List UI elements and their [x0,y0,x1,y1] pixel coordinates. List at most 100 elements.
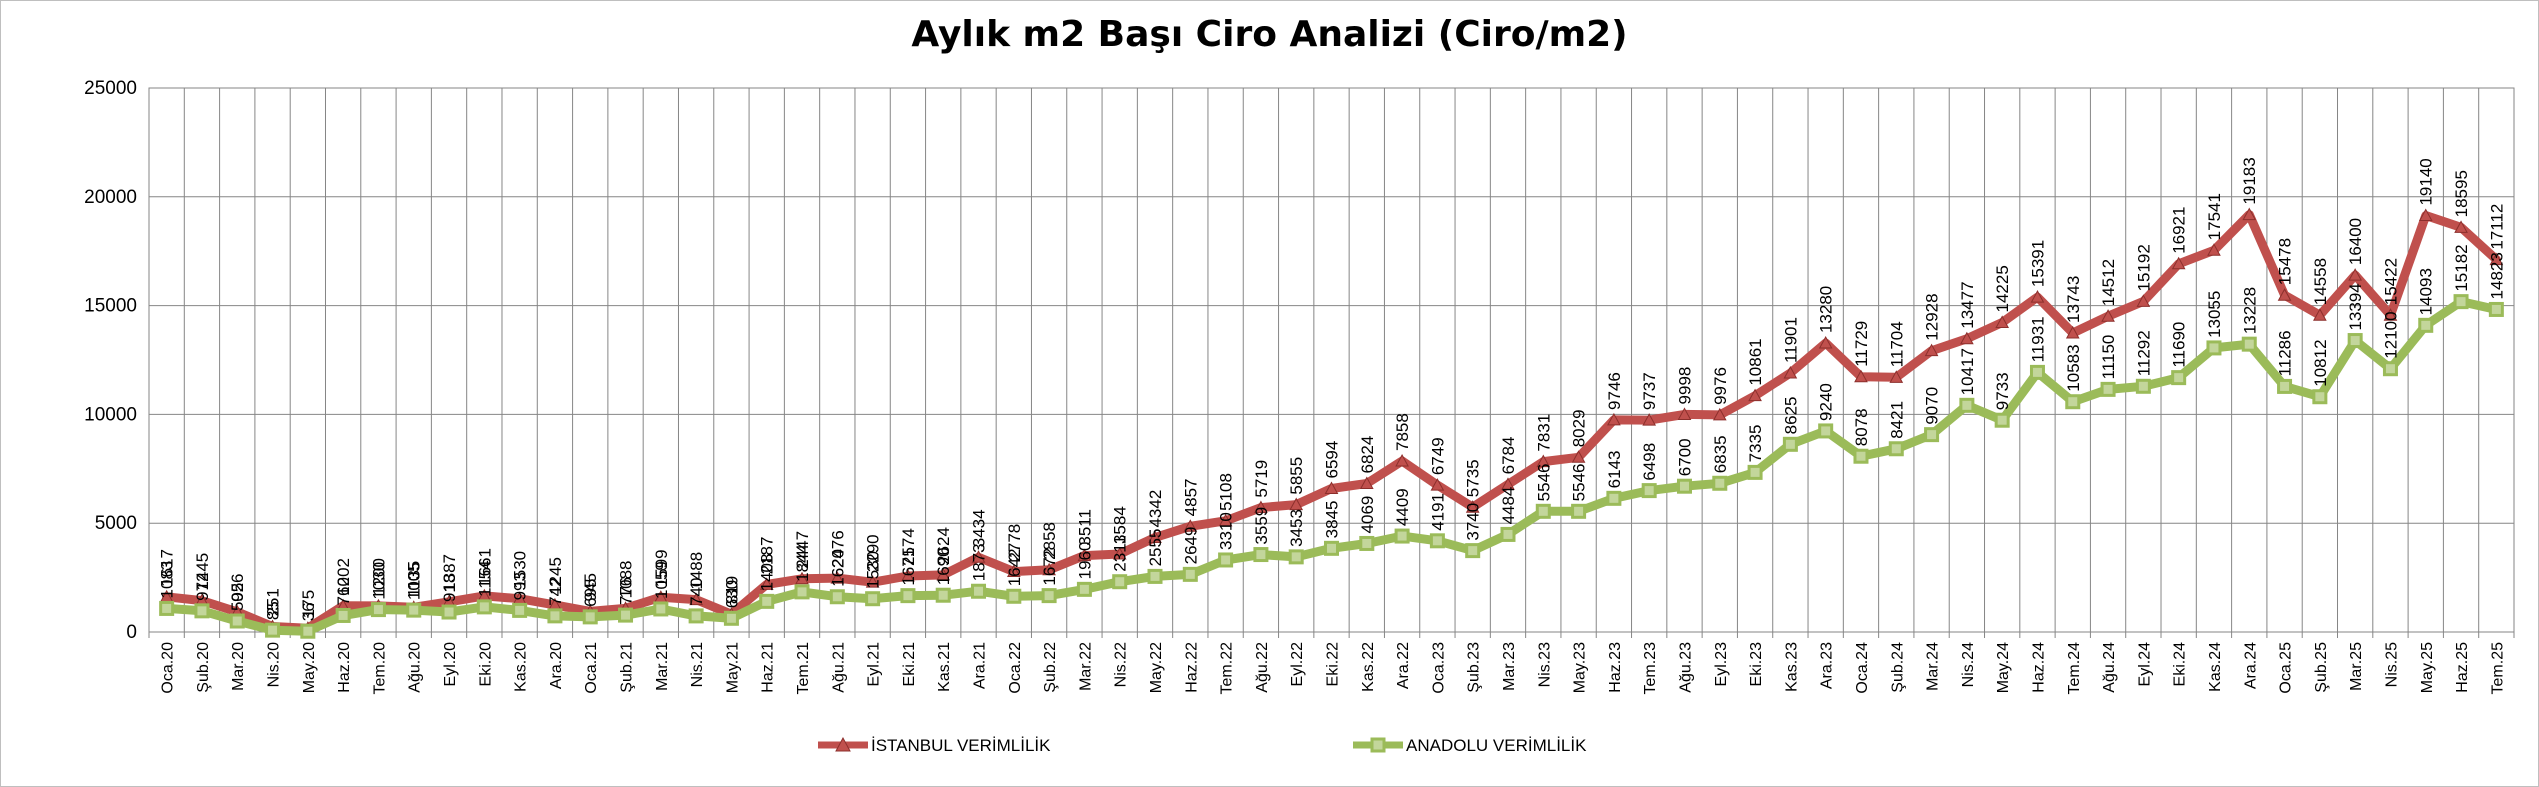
data-label: 15391 [2028,240,2047,287]
anadolu-point [2418,317,2434,333]
anadolu-point [229,613,245,629]
anadolu-point [2206,340,2222,356]
data-label: 1200 [369,558,388,596]
istanbul-point [1995,315,2010,328]
anadolu-point [1394,528,1410,544]
istanbul-point [2277,288,2292,301]
istanbul-point [795,571,809,585]
data-label: 10861 [1746,338,1765,385]
x-tick-label: Oca.23 [1430,642,1447,694]
data-label: 2290 [864,534,883,572]
y-axis-tick-labels: 0 5000 10000 15000 20000 25000 [84,78,137,643]
anadolu-point [2382,361,2398,377]
data-label: 3740 [1464,503,1483,541]
data-label: 1088 [617,560,636,598]
istanbul-point [2454,220,2468,233]
anadolu-point [1147,568,1163,584]
x-tick-label: Ağu.24 [2101,642,2118,693]
istanbul-point [1889,370,1904,383]
anadolu-point [300,623,316,639]
istanbul-point [2065,325,2080,339]
istanbul-point [1677,407,1692,420]
anadolu-point [2100,381,2116,397]
istanbul-point [2030,290,2045,303]
data-label: 1671 [899,548,918,586]
istanbul-point [1571,450,1586,463]
x-tick-label: Eyl.23 [1713,642,1730,687]
x-tick-label: Kas.20 [513,642,530,692]
legend-label: ANADOLU VERİMLİLİK [1406,736,1587,755]
data-label: 1030 [369,562,388,600]
data-label: 6824 [1358,436,1377,474]
y-tick-label: 20000 [84,187,137,208]
data-label: 11292 [2134,330,2153,376]
data-label: 14225 [1993,265,2012,312]
istanbul-point [971,550,986,563]
anadolu-point [865,591,881,607]
istanbul-point [1042,562,1056,576]
x-tick-label: Tem.23 [1642,642,1659,695]
x-tick-label: Eki.23 [1748,642,1765,687]
anadolu-point [1782,436,1798,452]
data-label: 6700 [1675,438,1694,476]
y-tick-label: 15000 [84,296,137,317]
x-tick-label: Nis.23 [1536,642,1553,687]
data-label: 4069 [1358,496,1377,534]
data-label: 17541 [2205,193,2224,240]
x-tick-label: Ara.21 [972,642,989,689]
x-tick-label: Eki.20 [477,642,494,687]
istanbul-point [1112,546,1127,560]
istanbul-point [901,568,915,582]
data-label: 13394 [2346,283,2365,330]
anadolu-point [335,607,351,623]
anadolu-point [194,603,210,619]
anadolu-point [582,609,598,625]
istanbul-point [1748,388,1762,402]
x-tick-label: Ağu.22 [1254,642,1271,693]
x-tick-label: Eyl.22 [1289,642,1306,687]
anadolu-point [2171,370,2187,386]
istanbul-point [1359,476,1374,490]
x-tick-label: Kas.24 [2207,642,2224,692]
data-label: 3584 [1111,506,1130,544]
x-tick-label: Şub.20 [195,642,212,693]
data-label: 2555 [1146,529,1165,567]
istanbul-point [1924,343,1939,357]
data-label: 1488 [687,552,706,590]
data-label: 9746 [1605,372,1624,410]
istanbul-point [2348,268,2362,281]
data-label: 8625 [1781,396,1800,434]
data-label: 251 [264,588,283,616]
x-tick-label: May.24 [1995,642,2012,693]
data-label: 1408 [758,554,777,592]
x-tick-label: Ara.23 [1819,642,1836,689]
data-label: 11931 [2028,316,2047,362]
data-label: 6498 [1640,443,1659,481]
x-tick-label: Eki.22 [1325,642,1342,687]
data-label: 85 [264,601,283,620]
anadolu-point [265,622,281,638]
data-label: 6749 [1428,437,1447,475]
data-label: 2447 [793,531,812,569]
data-label: 8078 [1852,408,1871,446]
anadolu-point [1429,533,1445,549]
anadolu-point [441,604,457,620]
anadolu-point [1712,475,1728,491]
data-label: 3559 [1252,507,1271,545]
x-tick-label: Eyl.20 [442,642,459,687]
data-label: 9240 [1817,383,1836,421]
anadolu-point [2135,378,2151,394]
data-label: 5108 [1217,473,1236,511]
data-label: 10583 [2064,344,2083,391]
data-label: 1059 [652,561,671,599]
x-tick-label: Kas.22 [1360,642,1377,692]
data-label: 11704 [1887,321,1906,367]
data-label: 2574 [899,528,918,566]
data-label: 13280 [1817,286,1836,333]
data-label: 3845 [1323,501,1342,539]
y-tick-label: 25000 [84,78,137,99]
data-label: 6594 [1323,441,1342,479]
legend: İSTANBUL VERİMLİLİK ANADOLU VERİMLİLİK [818,736,1587,755]
data-label: 630 [722,580,741,608]
